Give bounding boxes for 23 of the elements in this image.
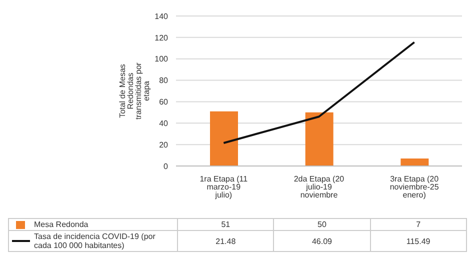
y-axis-title: Total de Mesas Redondas transmitidas por etapa <box>118 62 151 120</box>
data-label: 51 <box>178 218 274 230</box>
data-label: 7 <box>370 218 466 230</box>
y-tick-label: 140 <box>154 12 169 21</box>
y-tick-label: 100 <box>154 54 169 64</box>
y-tick-label: 40 <box>159 118 169 128</box>
x-tick-label: 1ra Etapa (11 marzo-19 julio) <box>200 174 248 200</box>
x-tick-label: 3ra Etapa (20 noviembre-25 enero) <box>390 174 440 200</box>
bar <box>210 111 238 166</box>
bar <box>400 158 429 166</box>
data-label: 21.48 <box>178 230 274 252</box>
y-tick-label: 80 <box>159 76 169 86</box>
bar <box>305 112 334 166</box>
data-label: 46.09 <box>274 230 370 252</box>
legend-label: Tasa de incidencia COVID-19 (por cada 100 000 habitantes) <box>34 232 156 250</box>
y-tick-label: 20 <box>159 140 169 150</box>
y-tick-label: 0 <box>164 162 169 171</box>
y-tick-label: 60 <box>159 98 169 107</box>
data-label: 50 <box>274 218 370 230</box>
legend-label: Mesa Redonda <box>34 220 88 229</box>
data-label: 115.49 <box>370 230 466 252</box>
x-tick-label: 2da Etapa (20 julio-19 noviembre <box>294 174 345 200</box>
y-tick-label: 120 <box>154 33 169 42</box>
